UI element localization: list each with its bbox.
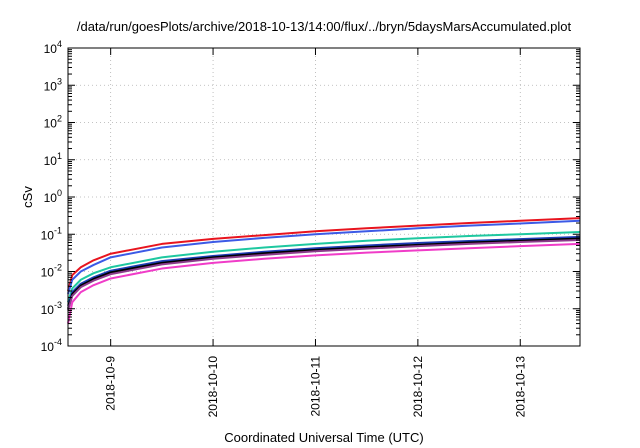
series-line [67, 235, 581, 307]
series-line [67, 230, 581, 303]
chart-title: /data/run/goesPlots/archive/2018-10-13/1… [77, 19, 572, 34]
series-line [67, 237, 581, 310]
y-tick-label: 10-1 [41, 225, 62, 242]
x-axis: 2018-10-9 2018-10-10 2018-10-11 2018-10-12 2… [104, 48, 527, 418]
y-tick-label: 10-2 [41, 263, 62, 280]
x-tick-label: 2018-10-13 [513, 356, 527, 418]
series-line [67, 242, 581, 324]
x-tick-label: 2018-10-12 [411, 356, 425, 418]
series-line [67, 219, 581, 295]
y-axis: 10-4 10-3 10-2 10-1 100 101 102 103 104 [41, 39, 580, 354]
y-tick-label: 104 [44, 39, 62, 56]
x-tick-label: 2018-10-11 [308, 356, 322, 417]
series-line [67, 217, 581, 292]
x-axis-label: Coordinated Universal Time (UTC) [224, 430, 423, 445]
y-tick-label: 100 [44, 188, 62, 205]
grid [68, 48, 580, 346]
series-group [67, 217, 581, 324]
y-tick-label: 102 [44, 114, 62, 131]
y-tick-label: 10-4 [41, 337, 62, 354]
y-axis-label: cSv [20, 186, 35, 208]
y-tick-label: 10-3 [41, 300, 62, 317]
y-tick-label: 101 [44, 151, 62, 168]
x-tick-label: 2018-10-10 [206, 356, 220, 418]
series-line [67, 239, 581, 311]
y-tick-label: 103 [44, 76, 62, 93]
x-tick-label: 2018-10-9 [104, 356, 118, 411]
